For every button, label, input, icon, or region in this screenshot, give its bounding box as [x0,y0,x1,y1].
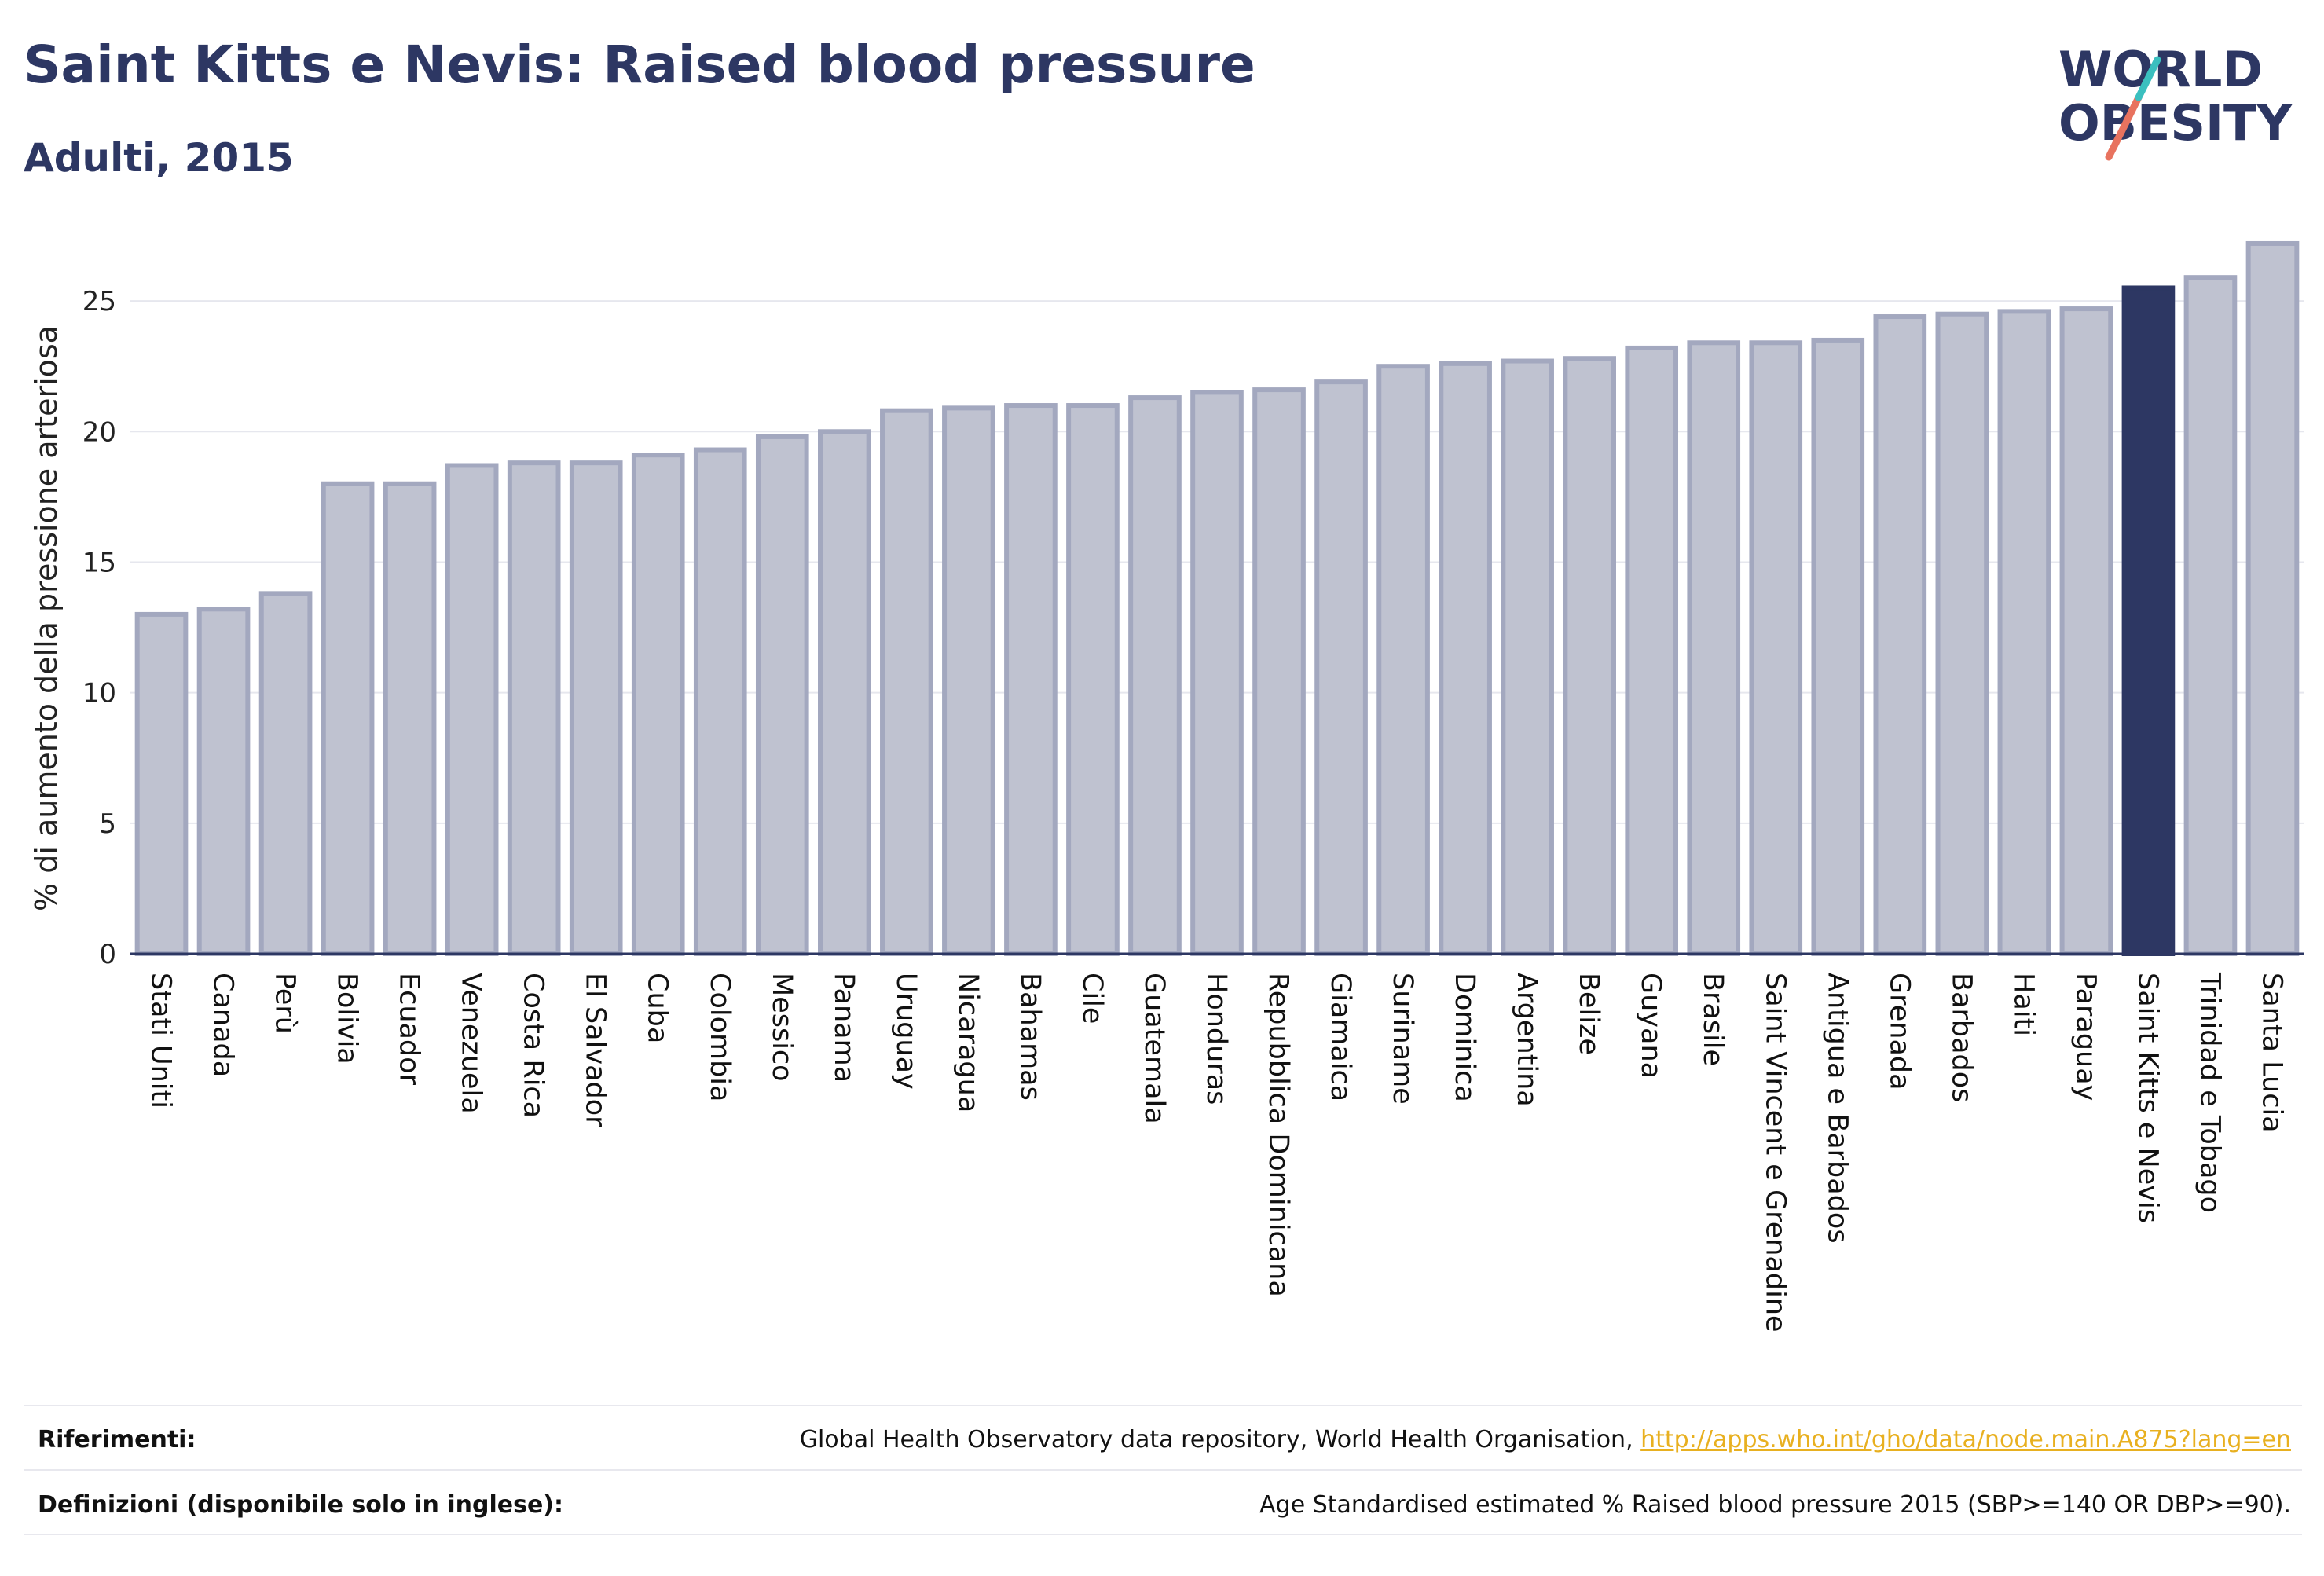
x-tick-label: Stati Uniti [145,973,177,1109]
bar-chart: 0 5 10 15 20 25 % di aumento della pressione a… [29,240,2304,1332]
bar [1439,361,1492,957]
x-tick-label: Panama [828,973,860,1083]
bar [445,463,499,956]
y-tick-label: 0 [99,939,116,970]
x-tick-label: Grenada [1883,973,1915,1090]
bar [321,481,375,956]
x-tick-label: Perù [269,973,301,1034]
x-tick-label: Ecuador [394,973,425,1086]
footer-divider-top [24,1405,2302,1406]
bar [942,405,995,956]
references-label: Riferimenti: [38,1426,196,1453]
x-tick-label: Argentina [1511,973,1542,1107]
x-tick-label: Guatemala [1138,973,1170,1124]
x-tick-label: Nicaragua [952,973,984,1112]
y-tick-label: 5 [99,808,116,840]
definitions-value: Age Standardised estimated % Raised bloo… [1259,1491,2291,1519]
bar [2245,240,2300,957]
bar [1128,395,1182,957]
footer-divider-middle [24,1469,2302,1471]
x-tick-label: Barbados [1945,973,1977,1102]
bar [1501,358,1554,956]
x-tick-label: Saint Kitts e Nevis [2132,973,2163,1223]
x-tick-label: Belize [1573,973,1604,1055]
bar [507,460,561,956]
x-tick-label: Cile [1076,973,1108,1024]
bar [1749,340,1803,956]
x-tick-label: Repubblica Dominicana [1263,973,1294,1297]
definitions-label: Definizioni (disponibile solo in inglese… [38,1491,563,1519]
logo-slash-upper [2135,56,2161,101]
y-axis-label: % di aumento della pressione arteriosa [29,325,64,911]
references-value: Global Health Observatory data repositor… [800,1426,2291,1453]
x-tick-label: Haiti [2007,973,2039,1036]
bar [1997,309,2051,957]
x-tick-label: Cuba [642,973,673,1043]
bar [631,453,685,956]
bar [1563,356,1616,956]
y-tick-label: 15 [82,547,116,578]
world-obesity-logo: WORLD OBESITY [2058,41,2293,161]
logo-slash-lower [2105,93,2143,161]
x-tick-label: Guyana [1635,973,1666,1079]
bar [1687,340,1741,956]
chart-subtitle: Adulti, 2015 [24,135,294,181]
bar [1873,314,1927,956]
bar [1625,345,1679,956]
x-tick-label: Venezuela [456,973,487,1114]
bar [755,434,809,956]
bar [693,447,747,956]
bar [383,481,437,956]
bar [1066,403,1120,956]
bar [1252,387,1306,956]
bar [134,611,189,956]
bar [1376,364,1430,956]
bar [1811,337,1865,957]
references-link[interactable]: http://apps.who.int/gho/data/node.main.A… [1640,1426,2291,1453]
footer-divider-bottom [24,1534,2302,1535]
logo-line2: OBESITY [2058,94,2293,152]
x-tick-label: Bolivia [332,973,363,1065]
bar [2059,306,2113,956]
bar [1935,311,1989,956]
x-tick-label: Colombia [704,973,735,1101]
bar [1190,390,1244,957]
bar [2183,275,2238,957]
x-tick-label: Suriname [1387,973,1418,1105]
references-text: Global Health Observatory data repositor… [799,1426,1641,1453]
x-tick-label: Uruguay [890,973,922,1090]
x-tick-label: Honduras [1200,973,1232,1105]
bar [569,460,623,956]
x-tick-label: Canada [207,973,239,1077]
x-tick-label: Costa Rica [518,973,549,1118]
x-tick-label: Giamaica [1325,973,1356,1101]
bar [818,429,871,956]
x-tick-label: Dominica [1449,973,1480,1102]
x-tick-label: Trinidad e Tobago [2194,972,2225,1213]
x-tick-label: Antigua e Barbados [1821,973,1853,1244]
bar [880,408,933,956]
x-tick-label: Brasile [1697,973,1728,1066]
bar [258,591,313,956]
x-tick-label: Saint Vincent e Grenadine [1759,973,1791,1332]
bar [2121,285,2176,956]
x-tick-label: Santa Lucia [2256,973,2287,1133]
x-tick-label: Messico [766,973,797,1082]
logo-line1: WORLD [2058,41,2263,98]
bar [1314,379,1368,956]
x-tick-label: El Salvador [580,973,611,1127]
x-tick-label: Paraguay [2069,973,2101,1101]
y-tick-label: 10 [82,678,116,709]
y-tick-label: 20 [82,416,116,448]
y-tick-label: 25 [82,286,116,317]
bar [1004,403,1058,956]
chart-title: Saint Kitts e Nevis: Raised blood pressu… [24,35,1255,95]
x-tick-label: Bahamas [1014,973,1046,1101]
bar [196,607,251,957]
